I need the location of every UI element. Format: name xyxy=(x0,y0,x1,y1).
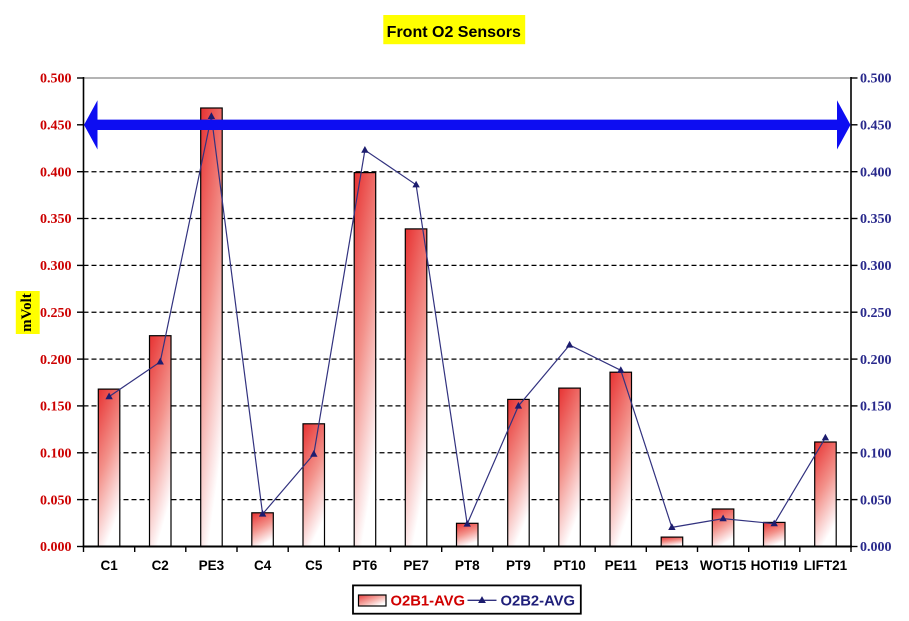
svg-text:HOTI19: HOTI19 xyxy=(751,558,798,573)
svg-text:C2: C2 xyxy=(152,558,169,573)
svg-text:PE11: PE11 xyxy=(605,558,638,573)
svg-text:0.500: 0.500 xyxy=(860,72,892,87)
svg-text:PE13: PE13 xyxy=(655,558,689,573)
svg-text:0.500: 0.500 xyxy=(40,72,72,87)
svg-text:C4: C4 xyxy=(254,558,272,573)
svg-text:C1: C1 xyxy=(100,558,118,573)
svg-text:PT10: PT10 xyxy=(553,558,585,573)
svg-text:0.150: 0.150 xyxy=(40,400,72,415)
svg-text:0.250: 0.250 xyxy=(40,306,72,321)
svg-text:0.050: 0.050 xyxy=(860,493,892,508)
svg-text:0.350: 0.350 xyxy=(40,212,72,227)
svg-text:0.200: 0.200 xyxy=(40,353,72,368)
svg-text:0.000: 0.000 xyxy=(860,540,892,555)
svg-text:PE3: PE3 xyxy=(199,558,225,573)
svg-text:0.250: 0.250 xyxy=(860,306,892,321)
svg-text:0.450: 0.450 xyxy=(860,119,892,134)
svg-text:0.100: 0.100 xyxy=(40,447,72,462)
svg-text:0.400: 0.400 xyxy=(860,165,892,180)
svg-text:PT9: PT9 xyxy=(506,558,531,573)
svg-text:PT6: PT6 xyxy=(353,558,378,573)
svg-text:0.400: 0.400 xyxy=(40,165,72,180)
svg-text:O2B2-AVG: O2B2-AVG xyxy=(501,593,576,609)
svg-text:C5: C5 xyxy=(305,558,323,573)
svg-text:0.100: 0.100 xyxy=(860,447,892,462)
svg-text:Front O2 Sensors: Front O2 Sensors xyxy=(387,24,521,41)
svg-text:0.450: 0.450 xyxy=(40,119,72,134)
svg-text:LIFT21: LIFT21 xyxy=(804,558,848,573)
svg-text:0.300: 0.300 xyxy=(860,259,892,274)
svg-text:0.300: 0.300 xyxy=(40,259,72,274)
svg-text:0.350: 0.350 xyxy=(860,212,892,227)
svg-text:O2B1-AVG: O2B1-AVG xyxy=(391,593,466,609)
svg-text:mVolt: mVolt xyxy=(19,293,35,332)
svg-text:0.200: 0.200 xyxy=(860,353,892,368)
svg-text:WOT15: WOT15 xyxy=(700,558,747,573)
svg-text:PT8: PT8 xyxy=(455,558,480,573)
svg-text:0.150: 0.150 xyxy=(860,400,892,415)
svg-text:PE7: PE7 xyxy=(403,558,429,573)
svg-text:0.000: 0.000 xyxy=(40,540,72,555)
svg-text:0.050: 0.050 xyxy=(40,493,72,508)
